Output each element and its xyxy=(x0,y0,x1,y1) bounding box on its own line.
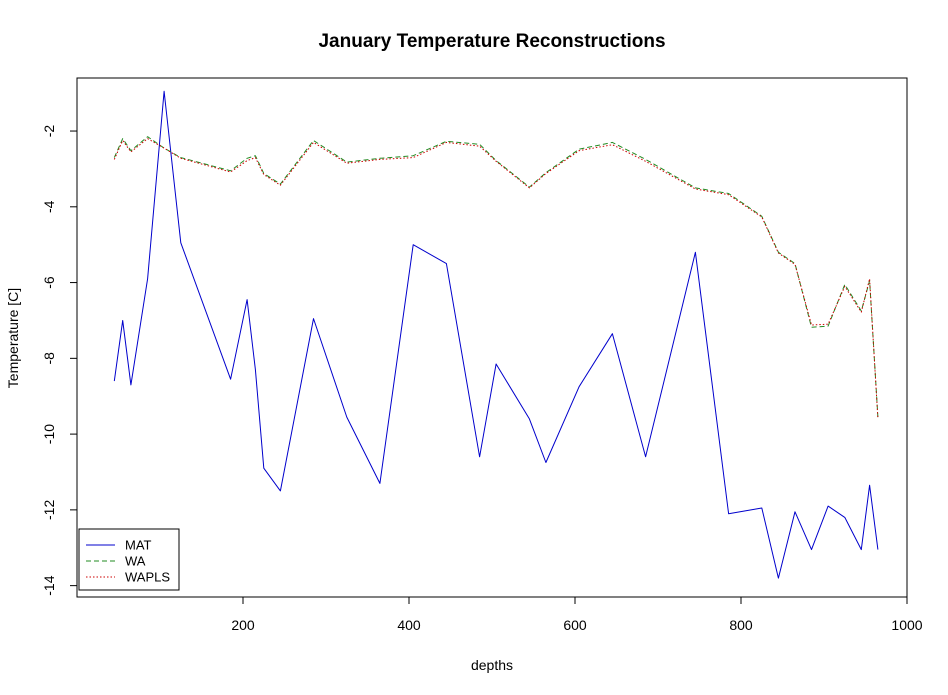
y-tick-label: -12 xyxy=(41,500,57,520)
legend-label-wapls: WAPLS xyxy=(125,570,170,585)
x-tick-label: 400 xyxy=(397,617,421,633)
y-axis: -2 -4 -6 -8 -10 -12 -14 xyxy=(41,125,78,596)
y-tick-label: -10 xyxy=(41,424,57,444)
x-axis: 200 400 600 800 1000 xyxy=(231,596,923,633)
x-tick-label: 200 xyxy=(231,617,255,633)
y-tick-label: -4 xyxy=(41,200,57,213)
x-tick-label: 600 xyxy=(563,617,587,633)
chart-title: January Temperature Reconstructions xyxy=(318,31,665,52)
y-tick-label: -6 xyxy=(41,276,57,289)
series-line-wa xyxy=(113,136,879,418)
series-line-wapls xyxy=(113,138,879,419)
x-axis-label: depths xyxy=(471,657,513,673)
x-tick-label: 1000 xyxy=(891,617,922,633)
legend-label-mat: MAT xyxy=(125,538,152,553)
series-line-mat xyxy=(113,90,879,579)
y-tick-label: -2 xyxy=(41,125,57,138)
y-axis-label: Temperature [C] xyxy=(5,288,21,388)
series-layer xyxy=(113,90,879,579)
legend-label-wa: WA xyxy=(125,554,146,569)
legend-box xyxy=(78,528,180,591)
y-tick-label: -14 xyxy=(41,575,57,595)
y-tick-label: -8 xyxy=(41,352,57,365)
x-tick-label: 800 xyxy=(729,617,753,633)
